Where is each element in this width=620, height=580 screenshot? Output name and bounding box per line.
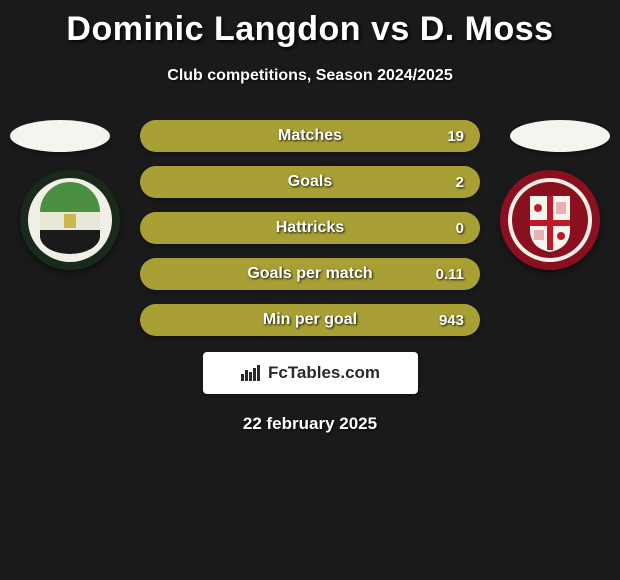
stat-bar-value: 2 [456, 174, 464, 191]
stat-bar-label: Min per goal [140, 311, 480, 329]
stat-bar-value: 943 [439, 312, 464, 329]
fctables-logo[interactable]: FcTables.com [203, 352, 418, 394]
logo-text: FcTables.com [268, 363, 380, 383]
stat-bar: Matches19 [140, 120, 480, 152]
stat-bar-value: 0 [456, 220, 464, 237]
left-slot-ellipse [10, 120, 110, 152]
right-club-crest [500, 170, 600, 270]
stat-bar: Goals2 [140, 166, 480, 198]
subtitle: Club competitions, Season 2024/2025 [0, 67, 620, 85]
crest-left-svg [20, 170, 120, 270]
stat-bars: Matches19 Goals2 Hattricks0 Goals per match… [140, 120, 480, 336]
right-slot-ellipse [510, 120, 610, 152]
stat-bar: Min per goal943 [140, 304, 480, 336]
stat-bar-label: Goals per match [140, 265, 480, 283]
crest-right-svg [500, 170, 600, 270]
bar-chart-icon [240, 364, 262, 382]
page-title: Dominic Langdon vs D. Moss [0, 0, 620, 49]
stat-bar-value: 0.11 [436, 266, 464, 283]
stat-bar: Goals per match0.11 [140, 258, 480, 290]
date-text: 22 february 2025 [0, 414, 620, 434]
stat-bar-label: Goals [140, 173, 480, 191]
stat-bar: Hattricks0 [140, 212, 480, 244]
stat-bar-label: Matches [140, 127, 480, 145]
stat-bar-label: Hattricks [140, 219, 480, 237]
left-club-crest [20, 170, 120, 270]
stat-bar-value: 19 [447, 128, 464, 145]
comparison-content: Matches19 Goals2 Hattricks0 Goals per match… [0, 120, 620, 434]
